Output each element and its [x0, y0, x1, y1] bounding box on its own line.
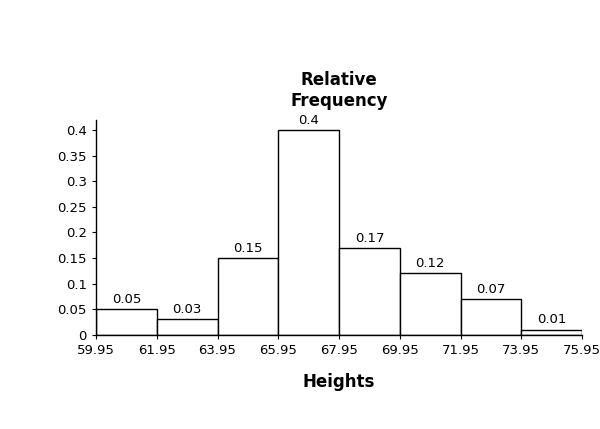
- Text: 0.17: 0.17: [355, 232, 384, 245]
- Text: 0.4: 0.4: [298, 114, 319, 127]
- Bar: [157, 319, 218, 335]
- Bar: [339, 248, 400, 335]
- X-axis label: Heights: Heights: [303, 373, 375, 391]
- Text: 0.12: 0.12: [415, 257, 445, 270]
- Text: 0.01: 0.01: [537, 314, 566, 326]
- Text: 0.15: 0.15: [233, 242, 263, 255]
- Bar: [461, 299, 521, 335]
- Title: Relative
Frequency: Relative Frequency: [290, 72, 388, 110]
- Bar: [521, 329, 582, 335]
- Bar: [96, 309, 157, 335]
- Bar: [400, 273, 461, 335]
- Bar: [218, 258, 278, 335]
- Bar: [278, 130, 339, 335]
- Text: 0.07: 0.07: [476, 283, 506, 296]
- Text: 0.05: 0.05: [112, 293, 141, 306]
- Text: 0.03: 0.03: [172, 303, 202, 316]
